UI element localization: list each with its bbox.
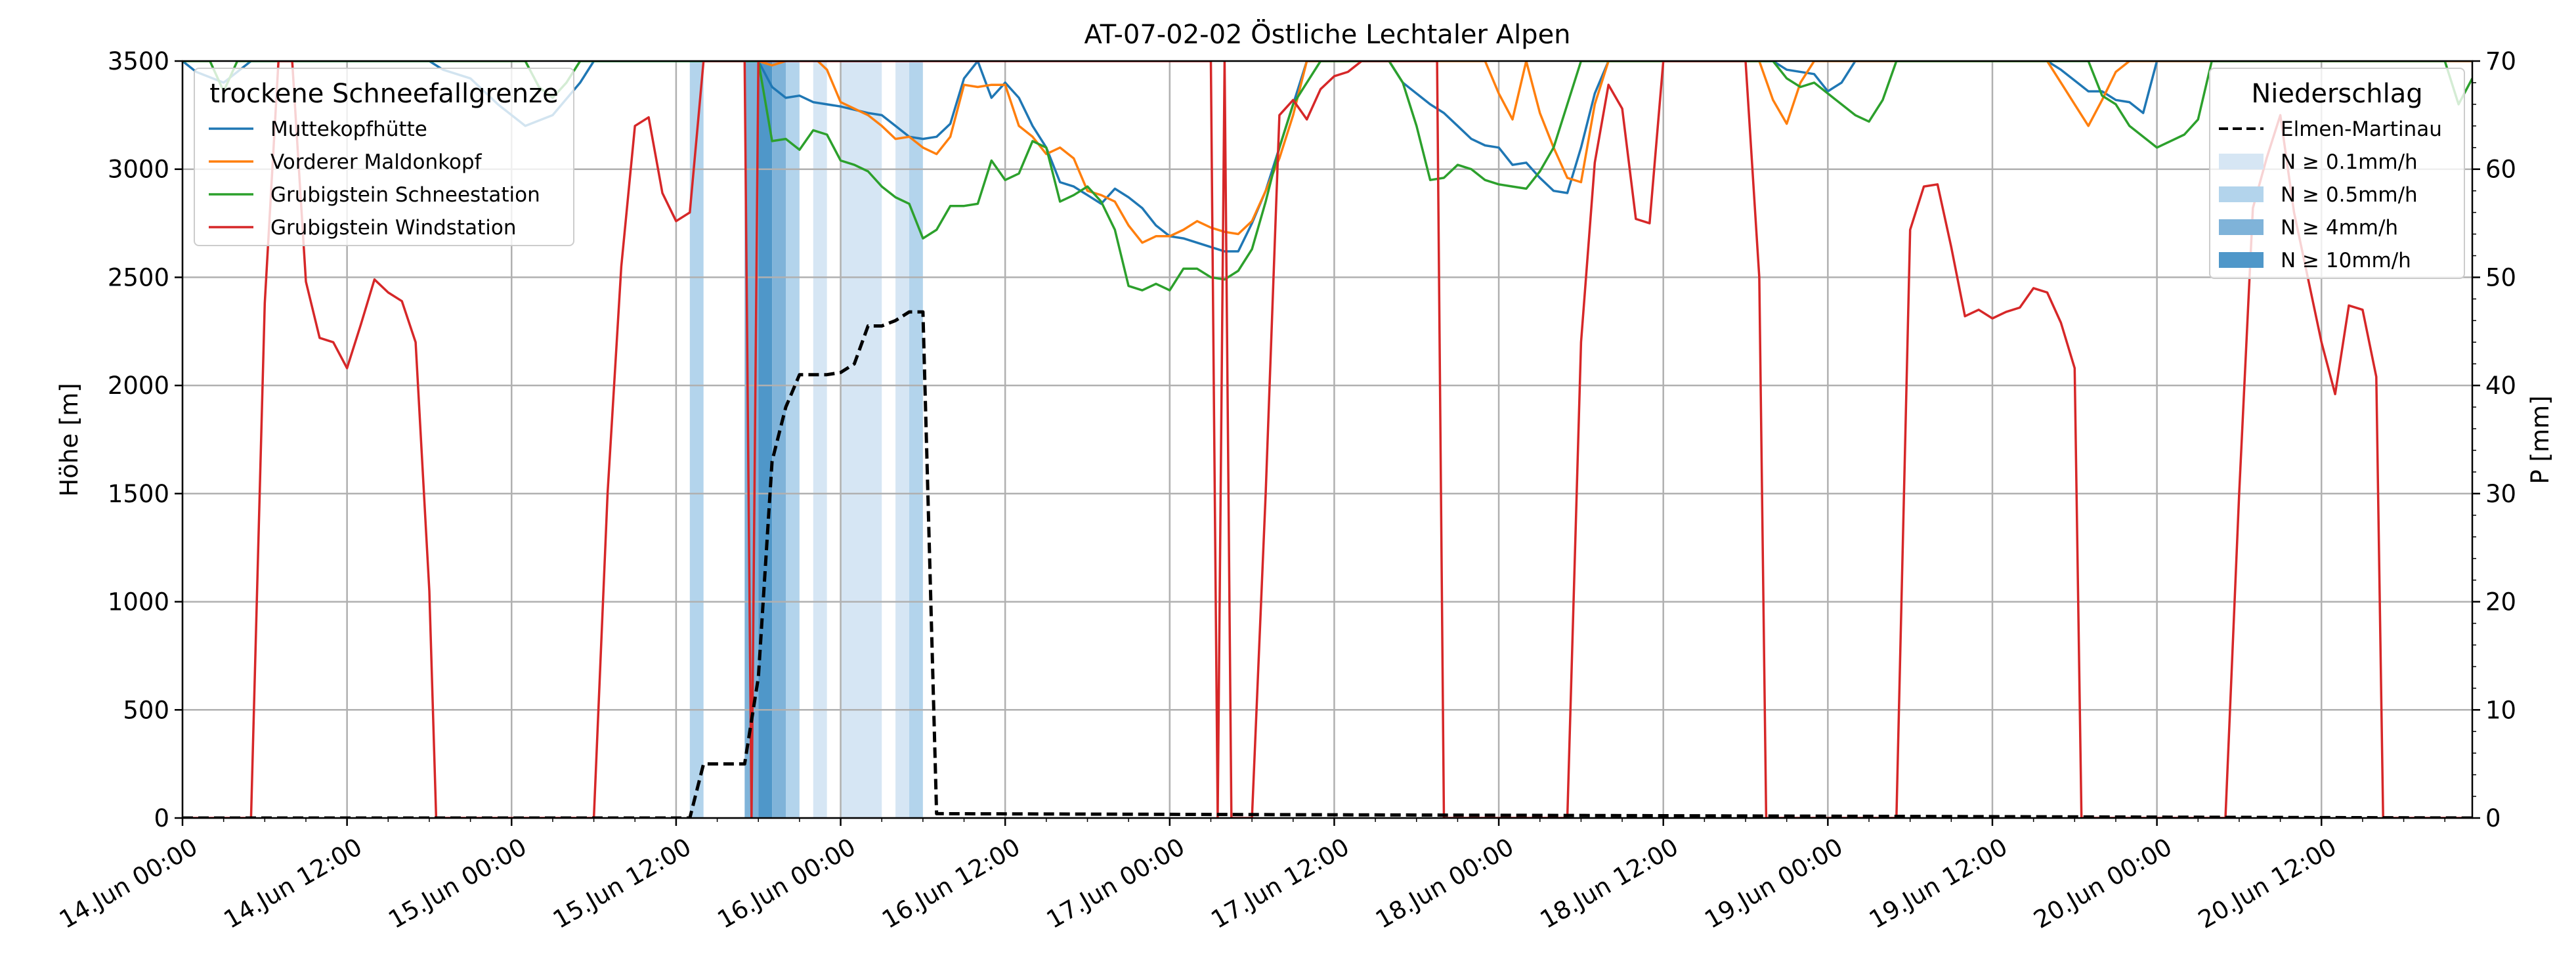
precip-band-4 bbox=[785, 61, 800, 818]
y-tick-label-left-4: 2000 bbox=[108, 372, 169, 400]
precip-band-2 bbox=[758, 61, 773, 818]
series-line-vorderer-maldonkopf bbox=[758, 61, 2472, 244]
series-line-grubigstein-schneestation bbox=[182, 61, 2472, 291]
legend-label-n-4: N ≥ 4mm/h bbox=[2281, 216, 2398, 240]
y-tick-label-left-5: 2500 bbox=[108, 263, 169, 291]
precip-band-0 bbox=[689, 61, 704, 818]
legend-snowfall-limit-title: trockene Schneefallgrenze bbox=[209, 79, 558, 109]
series-line-muttekopfhutte bbox=[182, 61, 2472, 253]
y-tick-label-left-6: 3000 bbox=[108, 156, 169, 184]
y-tick-label-right-5: 50 bbox=[2485, 263, 2516, 291]
legend-label-n-0-5: N ≥ 0.5mm/h bbox=[2281, 183, 2418, 207]
legend-label-n-0-1: N ≥ 0.1mm/h bbox=[2281, 150, 2418, 174]
legend-precipitation-title: Niederschlag bbox=[2251, 79, 2422, 109]
y-tick-label-right-6: 60 bbox=[2485, 156, 2516, 184]
legend-swatch-n-0-5 bbox=[2219, 186, 2264, 202]
legend-swatch-n-4 bbox=[2219, 219, 2264, 235]
precip-band-8 bbox=[909, 61, 923, 818]
y-tick-label-left-0: 0 bbox=[154, 804, 169, 832]
chart-title: AT-07-02-02 Östliche Lechtaler Alpen bbox=[1084, 18, 1570, 50]
precip-band-7 bbox=[895, 61, 909, 818]
y-tick-label-right-2: 20 bbox=[2485, 588, 2516, 616]
series-line-grubigstein-windstation bbox=[182, 61, 2472, 818]
y-tick-label-left-3: 1500 bbox=[108, 480, 169, 508]
legend-snowfall-limit-box bbox=[194, 68, 574, 246]
y-tick-label-left-1: 500 bbox=[123, 696, 169, 724]
series-lines bbox=[182, 61, 2472, 818]
legend-label-elmen-martinau: Elmen-Martinau bbox=[2281, 118, 2442, 141]
y-tick-label-right-1: 10 bbox=[2485, 696, 2516, 724]
legend-label-grubigstein-windstation: Grubigstein Windstation bbox=[270, 216, 516, 240]
precipitation-bands bbox=[689, 61, 923, 818]
legend-precipitation-box bbox=[2209, 68, 2465, 279]
y-tick-label-right-7: 70 bbox=[2485, 47, 2516, 75]
precip-band-5 bbox=[813, 61, 827, 818]
y-tick-label-left-7: 3500 bbox=[108, 47, 169, 75]
legend-swatch-n-0-1 bbox=[2219, 154, 2264, 169]
y-tick-label-right-3: 30 bbox=[2485, 480, 2516, 508]
precip-band-1 bbox=[744, 61, 759, 818]
legend-label-n-10: N ≥ 10mm/h bbox=[2281, 249, 2411, 272]
legend-label-muttekopfhuette: Muttekopfhütte bbox=[270, 118, 427, 141]
series-line-elmen-martinau bbox=[182, 310, 2472, 818]
y-axis-label-right: P [mm] bbox=[2526, 395, 2554, 484]
plot-frame bbox=[181, 60, 2474, 819]
y-tick-label-left-2: 1000 bbox=[108, 588, 169, 616]
y-tick-label-right-0: 0 bbox=[2485, 804, 2501, 832]
y-tick-label-right-4: 40 bbox=[2485, 372, 2516, 400]
grid bbox=[181, 60, 2472, 819]
legend-precipitation: Niederschlag Elmen-Martinau N ≥ 0.1mm/h … bbox=[2209, 68, 2465, 279]
y-axis-label-left: Höhe [m] bbox=[55, 383, 83, 496]
legend-swatch-n-10 bbox=[2219, 252, 2264, 268]
legend-label-vorderer-maldonkopf: Vorderer Maldonkopf bbox=[270, 150, 483, 174]
precip-band-6 bbox=[840, 61, 882, 818]
legend-label-grubigstein-schneestation: Grubigstein Schneestation bbox=[270, 183, 540, 207]
legend-snowfall-limit: trockene Schneefallgrenze Muttekopfhütte… bbox=[194, 68, 574, 246]
